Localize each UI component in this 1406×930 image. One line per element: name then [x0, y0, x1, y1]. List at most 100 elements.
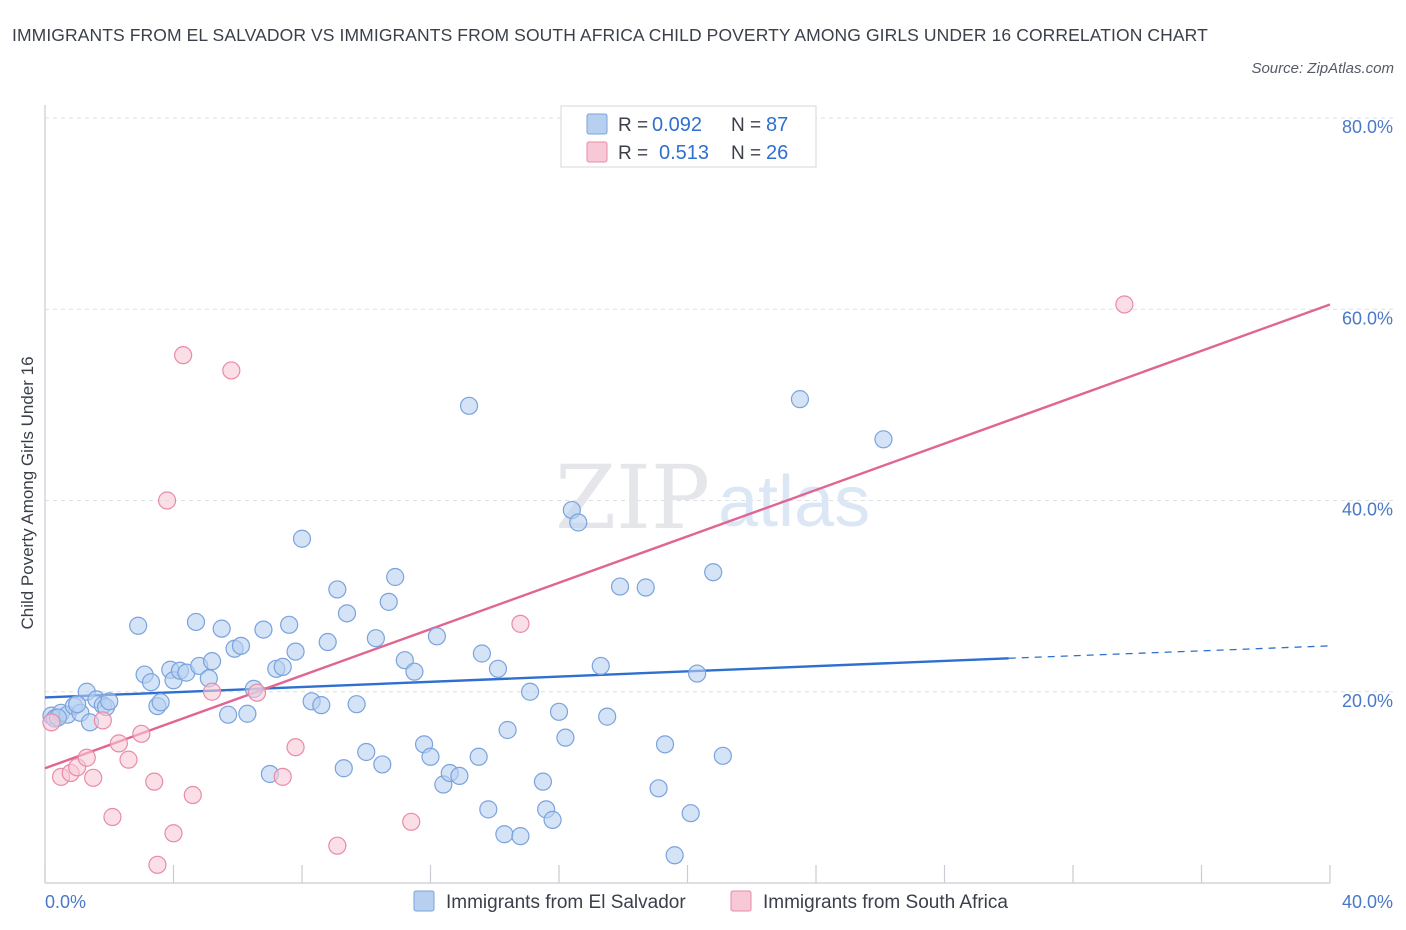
- y-tick-label: 80.0%: [1342, 117, 1393, 137]
- point-south-africa: [132, 724, 151, 743]
- legend-r-value-1: 0.092: [652, 114, 702, 136]
- point-south-africa: [247, 683, 267, 702]
- y-axis-label: Child Poverty Among Girls Under 16: [18, 356, 37, 629]
- point-el-salvador: [186, 612, 206, 632]
- y-tick-label: 40.0%: [1342, 500, 1393, 520]
- legend-n-value-2: 26: [766, 142, 788, 164]
- point-el-salvador: [681, 804, 700, 823]
- point-el-salvador: [874, 430, 893, 449]
- point-el-salvador: [472, 644, 491, 663]
- point-south-africa: [511, 614, 530, 633]
- point-el-salvador: [405, 662, 424, 681]
- point-el-salvador: [569, 513, 588, 532]
- y-tick-label: 60.0%: [1342, 308, 1393, 328]
- x-tick-label-max: 40.0%: [1342, 892, 1393, 912]
- point-el-salvador: [498, 720, 517, 740]
- point-el-salvador: [459, 396, 479, 415]
- point-el-salvador: [591, 656, 610, 676]
- point-el-salvador: [610, 577, 630, 596]
- point-south-africa: [103, 807, 122, 827]
- point-el-salvador: [386, 567, 405, 587]
- legend-n-value-1: 87: [766, 114, 788, 136]
- legend-r-label-1: R =: [618, 115, 648, 136]
- point-south-africa: [183, 785, 202, 805]
- point-el-salvador: [713, 746, 732, 765]
- point-el-salvador: [318, 632, 337, 652]
- point-south-africa: [119, 750, 138, 769]
- trend-line-el-salvador-extension: [1008, 645, 1331, 659]
- legend-r-label-2: R =: [618, 143, 648, 164]
- legend-swatch-pink: [586, 141, 608, 163]
- bottom-legend-label-blue: Immigrants from El Salvador: [446, 892, 686, 913]
- legend-r-value-2: 0.513: [659, 142, 709, 164]
- point-el-salvador: [312, 696, 331, 715]
- point-south-africa: [157, 491, 177, 510]
- x-tick-label-min: 0.0%: [45, 892, 86, 912]
- watermark: ZIP atlas: [555, 446, 870, 549]
- point-el-salvador: [636, 578, 655, 597]
- point-el-salvador: [665, 846, 684, 865]
- point-el-salvador: [450, 766, 469, 786]
- point-el-salvador: [704, 563, 723, 582]
- point-el-salvador: [598, 707, 617, 726]
- legend-n-label-1: N =: [731, 115, 761, 136]
- legend-swatch-blue: [586, 113, 608, 135]
- point-el-salvador: [100, 692, 119, 711]
- point-el-salvador: [790, 390, 810, 409]
- x-axis-ticks: [44, 865, 1331, 883]
- point-south-africa: [222, 361, 241, 380]
- point-el-salvador: [219, 705, 238, 724]
- point-el-salvador: [511, 827, 530, 846]
- point-south-africa: [84, 768, 103, 787]
- point-el-salvador: [328, 580, 347, 599]
- point-el-salvador: [357, 742, 376, 762]
- watermark-zip: ZIP: [555, 446, 710, 549]
- source-note: Source: ZipAtlas.com: [1251, 60, 1394, 77]
- point-el-salvador: [533, 772, 553, 791]
- point-south-africa: [148, 855, 167, 874]
- point-south-africa: [328, 836, 347, 855]
- point-el-salvador: [543, 810, 562, 829]
- watermark-atlas: atlas: [718, 462, 870, 542]
- point-south-africa: [93, 711, 112, 730]
- point-south-africa: [286, 738, 305, 757]
- point-south-africa: [273, 767, 292, 786]
- point-el-salvador: [292, 529, 312, 548]
- point-el-salvador: [427, 627, 447, 646]
- grid-lines: [45, 117, 1393, 693]
- legend-n-label-2: N =: [731, 143, 761, 164]
- point-el-salvador: [141, 673, 161, 692]
- point-el-salvador: [202, 652, 222, 671]
- bottom-legend-swatch-blue: [413, 890, 435, 912]
- chart-title: IMMIGRANTS FROM EL SALVADOR VS IMMIGRANT…: [12, 25, 1208, 45]
- point-el-salvador: [479, 800, 498, 819]
- point-south-africa: [202, 682, 222, 701]
- point-el-salvador: [337, 604, 357, 623]
- point-south-africa: [77, 748, 96, 767]
- data-points: [42, 295, 1134, 874]
- point-el-salvador: [379, 592, 398, 611]
- y-tick-labels: 20.0% 40.0% 60.0% 80.0%: [1342, 117, 1393, 711]
- point-el-salvador: [273, 657, 292, 676]
- point-south-africa: [42, 713, 61, 732]
- point-el-salvador: [212, 619, 231, 638]
- point-south-africa: [164, 824, 183, 843]
- point-el-salvador: [655, 735, 675, 754]
- point-el-salvador: [347, 695, 366, 714]
- point-el-salvador: [151, 693, 170, 712]
- point-el-salvador: [495, 825, 514, 844]
- point-el-salvador: [280, 615, 299, 634]
- point-el-salvador: [366, 629, 385, 648]
- point-el-salvador: [488, 659, 508, 678]
- point-el-salvador: [68, 695, 87, 714]
- point-south-africa: [145, 772, 164, 791]
- point-el-salvador: [556, 728, 575, 747]
- point-el-salvador: [286, 642, 305, 661]
- point-el-salvador: [238, 704, 257, 723]
- bottom-legend-label-pink: Immigrants from South Africa: [763, 892, 1008, 913]
- bottom-legend: Immigrants from El Salvador Immigrants f…: [413, 890, 1008, 913]
- point-el-salvador: [129, 616, 148, 635]
- legend-box: R = 0.092 N = 87 R = 0.513 N = 26: [560, 105, 817, 168]
- point-el-salvador: [254, 620, 273, 639]
